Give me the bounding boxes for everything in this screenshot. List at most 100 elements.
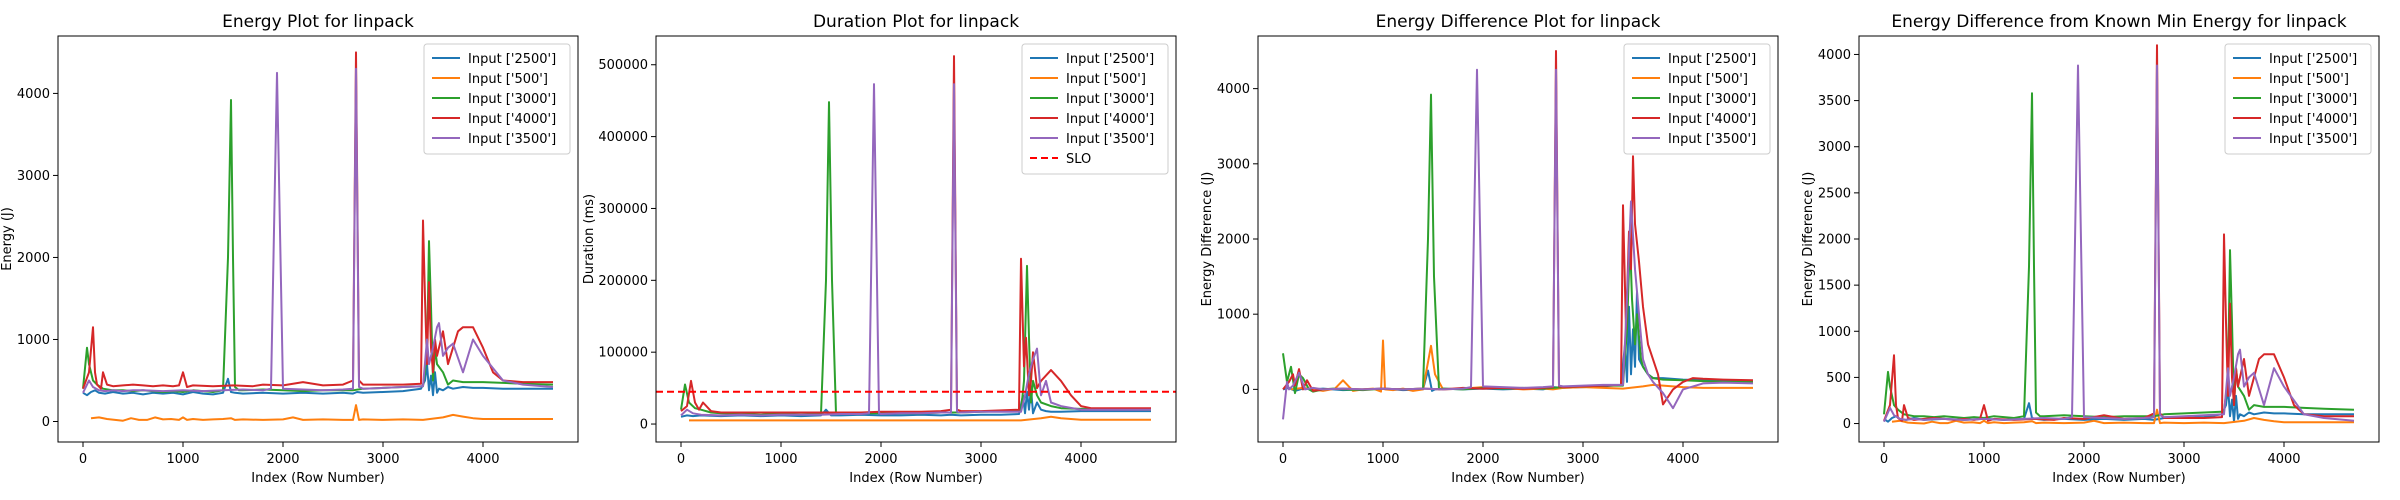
series-line-3	[1883, 92, 2355, 419]
y-tick-label: 2000	[1818, 233, 1851, 248]
legend-label: Input ['4000']	[1066, 112, 1154, 127]
x-tick-label: 4000	[2267, 452, 2300, 467]
series-line-2	[90, 404, 553, 422]
axes-frame	[655, 35, 1177, 443]
y-tick-label: 200000	[598, 274, 648, 289]
x-tick-label: 2000	[2067, 452, 2100, 467]
series-line-1	[1282, 290, 1754, 392]
x-axis-label: Index (Row Number)	[251, 471, 384, 486]
y-tick-label: 4000	[1818, 48, 1851, 63]
series-group	[1282, 50, 1754, 420]
y-tick-label: 400000	[598, 130, 648, 145]
chart-title: Energy Difference Plot for linpack	[1376, 12, 1661, 32]
x-tick-label: 0	[79, 452, 87, 467]
y-tick-label: 0	[1843, 417, 1851, 432]
y-tick-label: 2000	[17, 251, 50, 266]
x-tick-label: 1000	[1366, 452, 1399, 467]
legend-label: Input ['500']	[1668, 72, 1748, 87]
y-tick-label: 1000	[1217, 308, 1250, 323]
series-line-1	[82, 363, 553, 397]
legend: Input ['2500'] Input ['500'] Input ['3000'…	[423, 43, 571, 155]
legend-label-slo: SLO	[1066, 152, 1091, 167]
legend-label: Input ['3000']	[468, 92, 556, 107]
x-tick-label: 3000	[2167, 452, 2200, 467]
legend-label: Input ['3500']	[2269, 132, 2357, 147]
legend-box	[423, 43, 571, 155]
y-tick-label: 3500	[1818, 94, 1851, 109]
series-line-5	[680, 83, 1151, 417]
series-line-5	[1282, 68, 1754, 420]
y-tick-label: 3000	[17, 169, 50, 184]
legend-box	[1021, 43, 1169, 175]
chart-panel-4: Energy Difference from Known Min Energy …	[1801, 12, 2380, 486]
x-tick-label: 1000	[764, 452, 797, 467]
series-line-2	[1290, 339, 1753, 393]
y-tick-label: 0	[640, 418, 648, 433]
chart-title: Energy Difference from Known Min Energy …	[1891, 12, 2346, 32]
y-tick-label: 300000	[598, 202, 648, 217]
axes-frame	[57, 35, 579, 443]
legend-label: Input ['2500']	[1066, 52, 1154, 67]
y-axis-label: Energy (J)	[0, 207, 15, 271]
x-tick-label: 4000	[1064, 452, 1097, 467]
x-tick-label: 1000	[166, 452, 199, 467]
legend-label: Input ['500']	[2269, 72, 2349, 87]
series-line-2	[689, 415, 1151, 422]
legend-label: Input ['4000']	[1668, 112, 1756, 127]
x-tick-label: 1000	[1967, 452, 2000, 467]
legend-label: Input ['3500']	[1066, 132, 1154, 147]
y-tick-label: 3000	[1217, 157, 1250, 172]
legend-label: Input ['4000']	[468, 112, 556, 127]
series-group	[1883, 44, 2355, 425]
legend: Input ['2500'] Input ['500'] Input ['3000'…	[1021, 43, 1169, 175]
x-tick-label: 0	[677, 452, 685, 467]
legend-label: Input ['3500']	[468, 132, 556, 147]
series-group	[82, 51, 554, 422]
series-group	[656, 55, 1176, 422]
y-tick-label: 0	[42, 415, 50, 430]
chart-panel-3: Energy Difference Plot for linpack 0 1000 2…	[1200, 12, 1779, 486]
x-axis-label: Index (Row Number)	[2052, 471, 2185, 486]
y-axis-label: Energy Difference (J)	[1801, 172, 1816, 307]
x-tick-label: 3000	[366, 452, 399, 467]
legend-label: Input ['2500']	[468, 52, 556, 67]
legend-box	[1623, 43, 1771, 155]
series-line-5	[1883, 64, 2355, 423]
x-tick-label: 2000	[1466, 452, 1499, 467]
x-tick-label: 2000	[864, 452, 897, 467]
series-line-4	[680, 55, 1151, 414]
legend-label: Input ['3000']	[1668, 92, 1756, 107]
y-tick-label: 4000	[17, 87, 50, 102]
legend-label: Input ['4000']	[2269, 112, 2357, 127]
legend-label: Input ['500']	[468, 72, 548, 87]
y-tick-label: 500000	[598, 58, 648, 73]
x-axis-label: Index (Row Number)	[849, 471, 982, 486]
x-tick-label: 4000	[466, 452, 499, 467]
chart-panel-2: Duration Plot for linpack 0 1000 2000 3000 40…	[582, 12, 1177, 486]
chart-title: Duration Plot for linpack	[813, 12, 1019, 32]
x-tick-label: 3000	[964, 452, 997, 467]
y-tick-label: 4000	[1217, 82, 1250, 97]
y-tick-label: 3000	[1818, 140, 1851, 155]
legend: Input ['2500'] Input ['500'] Input ['3000'…	[1623, 43, 1771, 155]
y-tick-label: 2500	[1818, 186, 1851, 201]
legend-box	[2224, 43, 2372, 155]
legend-label: Input ['3500']	[1668, 132, 1756, 147]
series-line-5	[82, 67, 554, 394]
x-tick-label: 0	[1279, 452, 1287, 467]
chart-panel-1: Energy Plot for linpack 0 1000 2000 3000 4000…	[0, 12, 579, 486]
y-tick-label: 2000	[1217, 233, 1250, 248]
series-line-2	[1891, 408, 2354, 425]
y-tick-label: 1000	[17, 333, 50, 348]
y-tick-label: 1000	[1818, 325, 1851, 340]
x-axis-label: Index (Row Number)	[1451, 471, 1584, 486]
y-tick-label: 100000	[598, 346, 648, 361]
legend-label: Input ['2500']	[1668, 52, 1756, 67]
x-tick-label: 2000	[266, 452, 299, 467]
chart-title: Energy Plot for linpack	[222, 12, 414, 32]
y-tick-label: 500	[1826, 371, 1851, 386]
y-tick-label: 0	[1242, 383, 1250, 398]
legend-label: Input ['2500']	[2269, 52, 2357, 67]
x-tick-label: 0	[1880, 452, 1888, 467]
